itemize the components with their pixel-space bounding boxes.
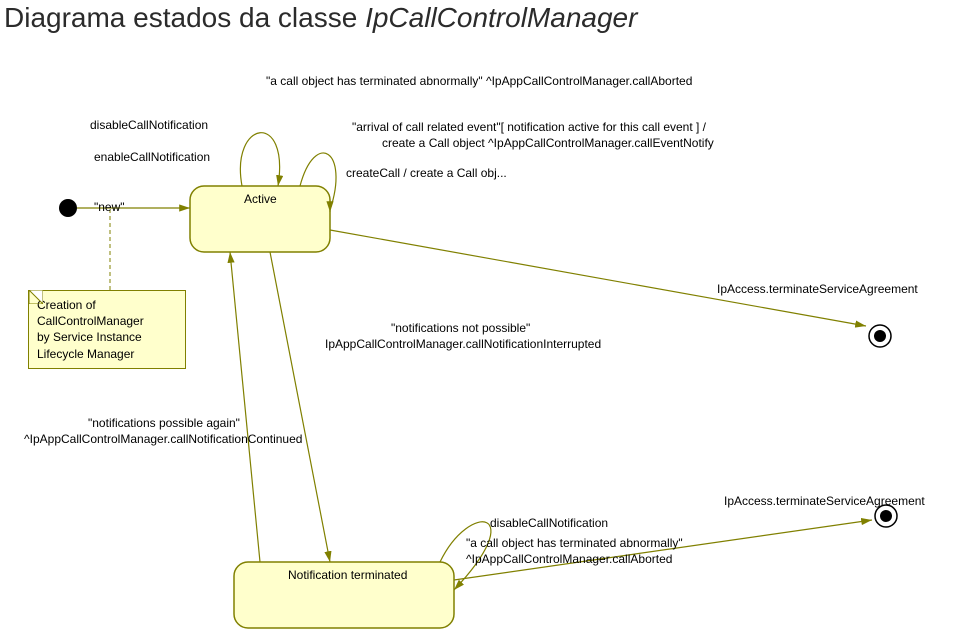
label-enable-notif: enableCallNotification	[94, 150, 210, 164]
label-notif-not-possible-1: "notifications not possible"	[391, 321, 530, 335]
edge-active-final1	[330, 230, 866, 326]
edge-notifterm-active	[230, 252, 260, 562]
label-new: "new"	[94, 200, 125, 214]
label-ipaccess-1: IpAccess.terminateServiceAgreement	[717, 282, 918, 296]
label-active-state: Active	[244, 192, 277, 206]
final-state-1-dot	[874, 330, 886, 342]
label-call-aborted-2b: ^IpAppCallControlManager.callAborted	[466, 552, 672, 566]
note-line-1: Creation of	[37, 297, 177, 313]
label-notif-possible-1: "notifications possible again"	[88, 416, 240, 430]
note-line-2: CallControlManager	[37, 313, 177, 329]
label-arrival-1: "arrival of call related event"[ notific…	[352, 120, 706, 134]
edge-active-notifterm	[270, 252, 330, 562]
note-fold-icon	[29, 290, 43, 304]
final-state-2-dot	[880, 510, 892, 522]
edge-active-self-aborted	[240, 133, 279, 186]
note-line-4: Lifecycle Manager	[37, 346, 177, 362]
label-notif-not-possible-2: IpAppCallControlManager.callNotification…	[325, 337, 601, 351]
note-line-3: by Service Instance	[37, 329, 177, 345]
note-creation: Creation of CallControlManager by Servic…	[28, 290, 186, 369]
label-disable-notif: disableCallNotification	[90, 118, 208, 132]
label-ipaccess-2: IpAccess.terminateServiceAgreement	[724, 494, 925, 508]
label-arrival-2: create a Call object ^IpAppCallControlMa…	[382, 136, 714, 150]
label-createcall: createCall / create a Call obj...	[346, 166, 507, 180]
initial-state	[59, 199, 77, 217]
label-disable-notif-2: disableCallNotification	[490, 516, 608, 530]
label-call-aborted-2a: "a call object has terminated abnormally…	[466, 536, 683, 550]
label-call-aborted: "a call object has terminated abnormally…	[266, 74, 692, 88]
label-notif-possible-2: ^IpAppCallControlManager.callNotificatio…	[24, 432, 302, 446]
label-notif-terminated: Notification terminated	[288, 568, 407, 582]
